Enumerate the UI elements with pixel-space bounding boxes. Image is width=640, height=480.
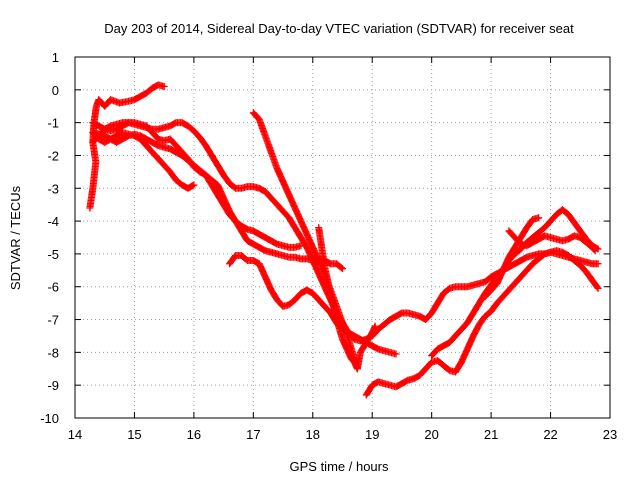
chart-title: Day 203 of 2014, Sidereal Day-to-day VTE…	[104, 21, 574, 36]
y-tick-label: -2	[47, 148, 59, 163]
series-arc-2	[89, 128, 198, 192]
plus-marker	[594, 260, 602, 268]
y-tick-label: -10	[40, 411, 59, 426]
x-tick-label: 16	[187, 427, 201, 442]
series-arc-8	[315, 224, 361, 373]
plus-marker	[337, 264, 345, 272]
plus-marker	[593, 283, 601, 291]
y-tick-labels: 1 0 -1 -2 -3 -4 -5 -6 -7 -8 -9 -10	[40, 50, 59, 426]
y-tick-label: -9	[47, 378, 59, 393]
x-tick-label: 15	[127, 427, 141, 442]
series-arc-12	[481, 214, 543, 301]
series-arc-4	[89, 128, 305, 251]
axis-ticks	[74, 56, 611, 419]
y-tick-label: 1	[52, 50, 59, 65]
plus-marker	[353, 365, 361, 373]
y-tick-label: -4	[47, 214, 59, 229]
y-tick-label: -5	[47, 247, 59, 262]
y-tick-label: -3	[47, 181, 59, 196]
plus-marker	[590, 246, 598, 254]
y-tick-label: 0	[52, 83, 59, 98]
plus-marker	[160, 83, 168, 91]
x-tick-label: 19	[365, 427, 379, 442]
plot-frame	[74, 56, 611, 419]
data-points	[86, 81, 602, 399]
x-tick-label: 22	[543, 427, 557, 442]
y-tick-label: -1	[47, 116, 59, 131]
plus-marker	[591, 247, 599, 255]
plus-marker	[392, 350, 400, 358]
plus-marker	[371, 322, 379, 330]
plus-marker	[189, 182, 197, 190]
x-tick-label: 21	[484, 427, 498, 442]
plus-marker	[535, 214, 543, 222]
y-tick-label: -6	[47, 280, 59, 295]
y-axis-title: SDTVAR / TECUs	[8, 185, 23, 290]
x-tick-label: 17	[246, 427, 260, 442]
x-tick-label: 14	[68, 427, 82, 442]
plus-marker	[190, 181, 198, 189]
y-tick-label: -7	[47, 313, 59, 328]
series-arc-9	[362, 248, 602, 399]
x-tick-labels: 14 15 16 17 18 19 20 21 22 23	[68, 427, 617, 442]
x-tick-label: 20	[424, 427, 438, 442]
plus-marker	[594, 284, 602, 292]
y-tick-label: -8	[47, 345, 59, 360]
series-arc-6	[226, 252, 400, 358]
x-tick-label: 18	[306, 427, 320, 442]
x-axis-title: GPS time / hours	[290, 459, 389, 474]
x-tick-label: 23	[603, 427, 617, 442]
plus-marker	[339, 265, 346, 273]
